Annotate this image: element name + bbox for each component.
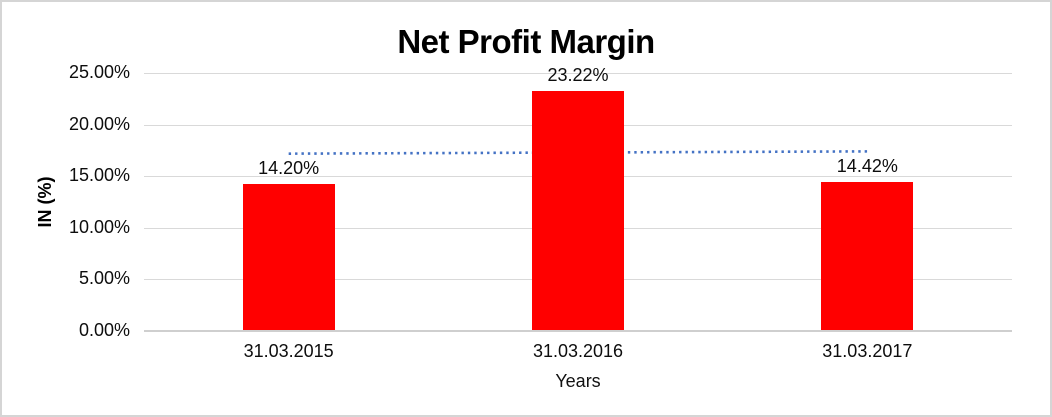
y-tick-label: 15.00% xyxy=(68,165,130,185)
x-tick-label: 31.03.2015 xyxy=(243,341,334,361)
y-tick-label: 0.00% xyxy=(78,319,130,340)
x-tick-label: 31.03.2016 xyxy=(532,341,624,361)
x-axis-line xyxy=(144,329,1012,332)
y-tick-label: 5.00% xyxy=(78,268,130,288)
x-tick-label: 31.03.2017 xyxy=(822,341,913,361)
bar xyxy=(532,91,624,331)
y-tick-label: 25.00% xyxy=(68,62,130,82)
bar xyxy=(242,184,335,331)
data-label: 23.22% xyxy=(547,65,609,86)
x-axis-title: Years xyxy=(555,371,601,391)
y-tick-label: 10.00% xyxy=(68,216,130,237)
chart-title: Net Profit Margin xyxy=(397,23,655,60)
data-label: 14.20% xyxy=(258,158,320,179)
y-tick-label: 20.00% xyxy=(68,113,130,134)
bar xyxy=(821,181,914,331)
gridline xyxy=(144,73,1012,74)
y-axis-title: IN (%) xyxy=(35,176,55,228)
data-label: 14.42% xyxy=(836,155,898,176)
